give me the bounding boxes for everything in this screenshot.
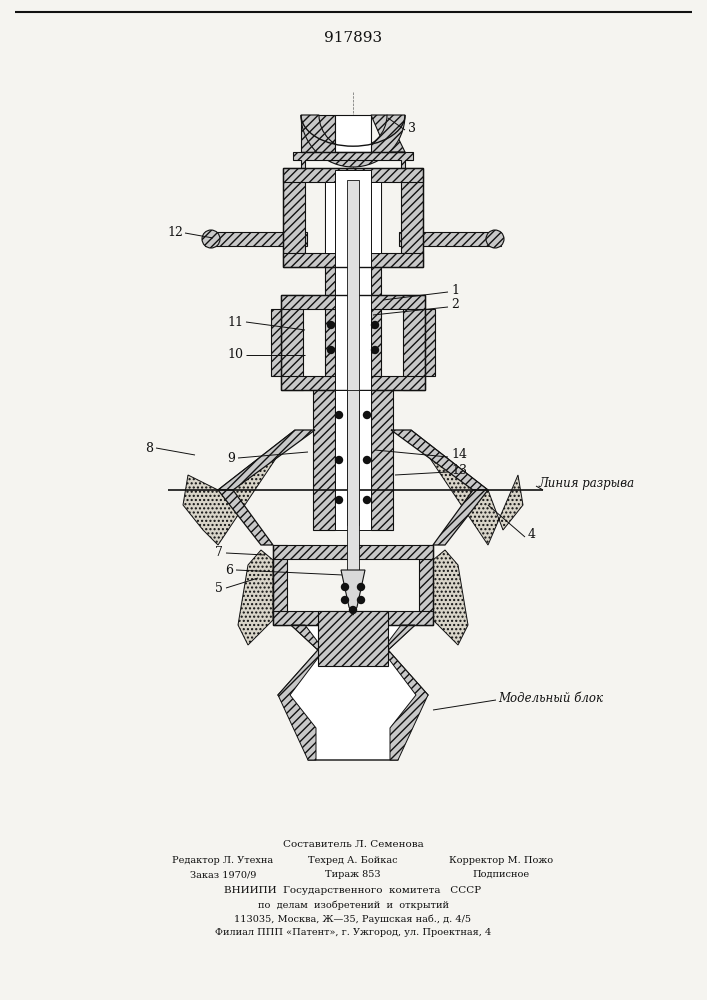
Circle shape xyxy=(327,347,334,354)
Text: Модельный блок: Модельный блок xyxy=(498,692,603,704)
Text: 12: 12 xyxy=(167,227,183,239)
Circle shape xyxy=(336,412,342,418)
Polygon shape xyxy=(183,430,295,545)
Circle shape xyxy=(363,496,370,504)
Bar xyxy=(335,170,371,525)
Polygon shape xyxy=(341,570,365,615)
Text: 917893: 917893 xyxy=(324,31,382,45)
Text: 113035, Москва, Ж—35, Раушская наб., д. 4/5: 113035, Москва, Ж—35, Раушская наб., д. … xyxy=(235,914,472,924)
Text: 9: 9 xyxy=(227,452,235,464)
Text: 11: 11 xyxy=(227,316,243,328)
Polygon shape xyxy=(411,430,523,545)
Text: Техред А. Бойкас: Техред А. Бойкас xyxy=(308,856,398,865)
Bar xyxy=(335,390,371,530)
Text: 7: 7 xyxy=(215,546,223,560)
Polygon shape xyxy=(205,232,307,246)
Polygon shape xyxy=(278,625,324,760)
Bar xyxy=(281,295,425,309)
Polygon shape xyxy=(391,430,488,490)
Bar xyxy=(283,168,305,267)
Circle shape xyxy=(371,322,378,328)
Bar xyxy=(273,545,287,625)
Bar xyxy=(318,611,388,666)
Bar xyxy=(425,309,435,376)
Text: 3: 3 xyxy=(408,121,416,134)
Text: 2: 2 xyxy=(451,298,459,312)
Bar xyxy=(283,168,423,182)
Text: 6: 6 xyxy=(225,564,233,576)
Text: Составитель Л. Семенова: Составитель Л. Семенова xyxy=(283,840,423,849)
Text: 1: 1 xyxy=(451,284,459,296)
Polygon shape xyxy=(433,550,468,645)
Bar xyxy=(281,376,425,390)
Polygon shape xyxy=(293,152,413,170)
Text: Редактор Л. Утехна: Редактор Л. Утехна xyxy=(173,856,274,865)
Bar xyxy=(347,180,359,525)
Circle shape xyxy=(341,596,349,603)
Text: 14: 14 xyxy=(451,448,467,462)
Ellipse shape xyxy=(202,230,220,248)
Circle shape xyxy=(358,584,365,590)
Polygon shape xyxy=(218,490,273,545)
Text: ВНИИПИ  Государственного  комитета   СССР: ВНИИПИ Государственного комитета СССР xyxy=(224,886,481,895)
Bar xyxy=(273,545,433,559)
Circle shape xyxy=(371,347,378,354)
Circle shape xyxy=(327,322,334,328)
Circle shape xyxy=(358,596,365,603)
Bar xyxy=(419,545,433,625)
Polygon shape xyxy=(399,232,501,246)
Polygon shape xyxy=(382,625,428,760)
Bar xyxy=(335,115,371,152)
Bar xyxy=(273,611,433,625)
Text: Заказ 1970/9: Заказ 1970/9 xyxy=(189,870,256,879)
Circle shape xyxy=(363,456,370,464)
Bar xyxy=(403,295,425,390)
Text: Тираж 853: Тираж 853 xyxy=(325,870,381,879)
Text: 4: 4 xyxy=(528,528,536,542)
Polygon shape xyxy=(301,115,335,152)
Text: Подписное: Подписное xyxy=(472,870,530,879)
Bar xyxy=(401,168,423,267)
Polygon shape xyxy=(433,490,488,545)
Bar xyxy=(325,182,381,253)
Text: Линия разрыва: Линия разрыва xyxy=(538,477,634,489)
Text: Филиал ППП «Патент», г. Ужгород, ул. Проектная, 4: Филиал ППП «Патент», г. Ужгород, ул. Про… xyxy=(215,928,491,937)
Bar xyxy=(313,390,335,530)
Circle shape xyxy=(363,412,370,418)
Bar xyxy=(347,390,359,570)
Text: Корректор М. Пожо: Корректор М. Пожо xyxy=(449,856,553,865)
Circle shape xyxy=(349,606,356,613)
Text: 5: 5 xyxy=(215,582,223,594)
Polygon shape xyxy=(371,115,405,152)
Circle shape xyxy=(336,456,342,464)
Text: 13: 13 xyxy=(451,464,467,477)
Ellipse shape xyxy=(486,230,504,248)
Wedge shape xyxy=(301,115,405,167)
Text: по  делам  изобретений  и  открытий: по делам изобретений и открытий xyxy=(257,900,448,910)
Polygon shape xyxy=(238,550,273,645)
Bar xyxy=(371,170,381,525)
Circle shape xyxy=(341,584,349,590)
Bar xyxy=(371,390,393,530)
Bar xyxy=(281,295,303,390)
Bar xyxy=(283,253,423,267)
Bar xyxy=(271,309,281,376)
Bar xyxy=(325,170,335,525)
Circle shape xyxy=(336,496,342,504)
Text: 8: 8 xyxy=(145,442,153,454)
Polygon shape xyxy=(278,625,428,760)
Polygon shape xyxy=(218,430,315,490)
Text: 10: 10 xyxy=(227,349,243,361)
